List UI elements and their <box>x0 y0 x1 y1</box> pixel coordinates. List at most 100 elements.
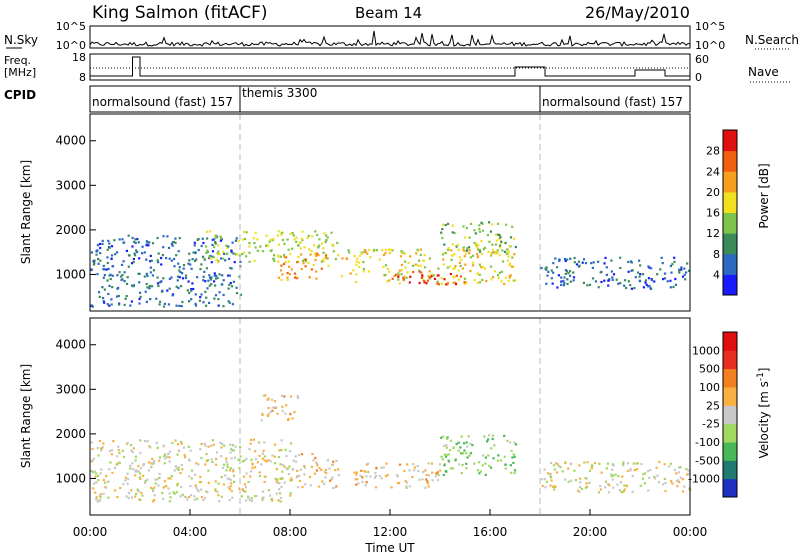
data-cell <box>127 496 130 499</box>
data-cell <box>147 469 151 472</box>
data-cell <box>315 270 318 273</box>
data-cell <box>569 274 572 277</box>
data-cell <box>591 266 594 269</box>
data-cell <box>116 496 119 499</box>
data-cell <box>396 475 399 478</box>
data-cell <box>361 476 364 479</box>
data-cell <box>205 304 208 307</box>
data-cell <box>300 453 304 456</box>
data-cell <box>422 471 425 474</box>
data-cell <box>273 443 277 446</box>
data-cell <box>355 473 358 476</box>
data-cell <box>687 269 691 272</box>
data-cell <box>491 243 494 246</box>
data-cell <box>413 466 416 469</box>
data-cell <box>130 496 134 499</box>
data-cell <box>419 248 422 251</box>
data-cell <box>460 452 463 455</box>
data-cell <box>265 234 268 237</box>
data-cell <box>375 466 378 469</box>
data-cell <box>256 238 259 241</box>
data-cell <box>124 476 128 479</box>
data-cell <box>661 262 664 265</box>
colorbar-segment <box>723 368 737 388</box>
data-cell <box>219 235 222 238</box>
data-cell <box>478 250 482 253</box>
data-cell <box>358 265 361 269</box>
data-cell <box>210 276 213 279</box>
data-cell <box>430 273 433 276</box>
data-cell <box>229 447 233 450</box>
data-cell <box>507 255 510 258</box>
data-cell <box>228 301 231 304</box>
data-cell <box>102 492 105 495</box>
data-cell <box>324 476 327 479</box>
data-cell <box>553 485 556 488</box>
data-cell <box>138 257 141 260</box>
data-cell <box>408 281 411 284</box>
data-cell <box>229 451 232 454</box>
data-cell <box>646 470 650 473</box>
data-cell <box>235 292 239 295</box>
data-cell <box>119 486 122 490</box>
data-cell <box>108 242 111 245</box>
data-cell <box>592 261 595 264</box>
data-cell <box>202 498 205 502</box>
data-cell <box>262 449 265 452</box>
data-cell <box>508 276 511 279</box>
data-cell <box>155 441 158 445</box>
colorbar-segment <box>723 423 737 443</box>
power-colorbar-label: Power [dB] <box>757 163 771 228</box>
data-cell <box>128 254 131 257</box>
data-cell <box>227 486 230 489</box>
data-cell <box>428 270 431 273</box>
data-cell <box>478 273 481 276</box>
data-cell <box>619 481 622 484</box>
data-cell <box>507 249 510 253</box>
power-ylabel: Slant Range [km] <box>19 160 33 264</box>
data-cell <box>303 246 306 249</box>
data-cell <box>490 223 494 226</box>
data-cell <box>297 396 300 400</box>
data-cell <box>501 260 505 263</box>
data-cell <box>222 293 225 296</box>
data-cell <box>583 461 586 464</box>
data-cell <box>461 248 465 251</box>
data-cell <box>445 283 448 286</box>
data-cell <box>205 267 208 270</box>
data-cell <box>130 449 133 452</box>
data-cell <box>474 232 477 235</box>
data-cell <box>463 282 466 285</box>
data-cell <box>473 229 476 232</box>
data-cell <box>452 446 455 449</box>
data-cell <box>511 256 514 259</box>
data-cell <box>118 271 121 274</box>
data-cell <box>205 459 208 463</box>
data-cell <box>547 472 550 475</box>
data-cell <box>162 277 165 280</box>
data-cell <box>513 441 516 444</box>
data-cell <box>109 277 112 281</box>
data-cell <box>256 461 259 464</box>
data-cell <box>173 492 176 495</box>
data-cell <box>367 470 370 474</box>
y-tick-label: 1000 <box>55 471 86 485</box>
data-cell <box>107 496 110 499</box>
data-cell <box>478 248 481 251</box>
data-cell <box>193 498 196 501</box>
data-cell <box>228 274 231 277</box>
data-cell <box>214 488 217 491</box>
noise-right-tick-low: 10^0 <box>695 39 725 52</box>
data-cell <box>161 492 164 495</box>
data-cell <box>578 464 581 467</box>
data-cell <box>194 473 197 476</box>
data-cell <box>132 468 135 471</box>
data-cell <box>552 464 556 467</box>
data-cell <box>217 304 220 307</box>
data-cell <box>168 492 171 495</box>
data-cell <box>105 486 108 489</box>
data-cell <box>446 281 450 284</box>
data-cell <box>158 281 161 284</box>
data-cell <box>642 286 645 289</box>
data-cell <box>181 468 184 471</box>
